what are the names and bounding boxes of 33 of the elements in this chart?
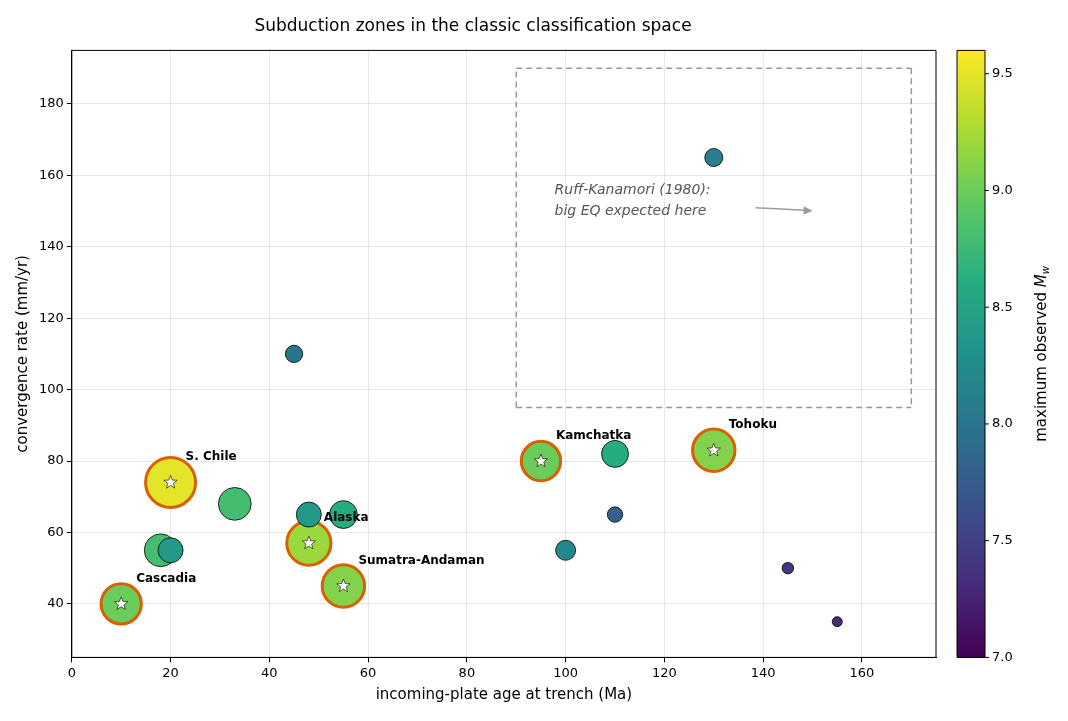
color-bar-label: 8.0: [992, 415, 1013, 431]
x-axis-title: incoming-plate age at trench (Ma): [375, 684, 633, 703]
y-tick-label: 120: [38, 309, 64, 325]
color-bar-label: 9.0: [992, 181, 1013, 197]
x-tick-label: 100: [553, 664, 579, 680]
y-tick-label: 180: [38, 95, 64, 111]
x-tick-label: 0: [67, 664, 76, 680]
x-tick-label: 140: [750, 664, 776, 680]
annotation: Kamchatka: [555, 428, 632, 443]
y-tick-label: 60: [47, 523, 64, 539]
annotation: Sumatra-Andaman: [358, 552, 485, 567]
y-axis-title: convergence rate (mm/yr): [12, 255, 31, 453]
x-tick-label: 20: [162, 664, 179, 680]
x-tick-label: 60: [359, 664, 377, 680]
y-tick-label: 140: [38, 238, 64, 254]
chart-title: Subduction zones in the classic classification space: [254, 14, 692, 35]
x-tick-label: 160: [849, 664, 875, 680]
y-tick-label: 40: [47, 595, 64, 611]
color-bar-label: 7.0: [992, 648, 1013, 664]
y-tick-label: 80: [47, 452, 64, 468]
annotation: Ruff-Kanamori (1980): big EQ expected here: [554, 181, 711, 219]
x-tick-label: 80: [458, 664, 476, 680]
y-tick-label: 100: [38, 380, 64, 396]
y-tick-label: 160: [38, 166, 64, 182]
annotation: S. Chile: [185, 449, 237, 464]
color-bar-title: maximum observed Mw: [1032, 265, 1051, 442]
annotation: Tohoku: [728, 417, 777, 432]
color-bar-label: 8.5: [992, 298, 1013, 314]
color-bar-label: 7.5: [992, 532, 1013, 548]
annotation: Cascadia: [136, 570, 197, 585]
color-bar-label: 9.5: [992, 65, 1013, 81]
x-tick-label: 40: [261, 664, 278, 680]
x-tick-label: 120: [651, 664, 677, 680]
